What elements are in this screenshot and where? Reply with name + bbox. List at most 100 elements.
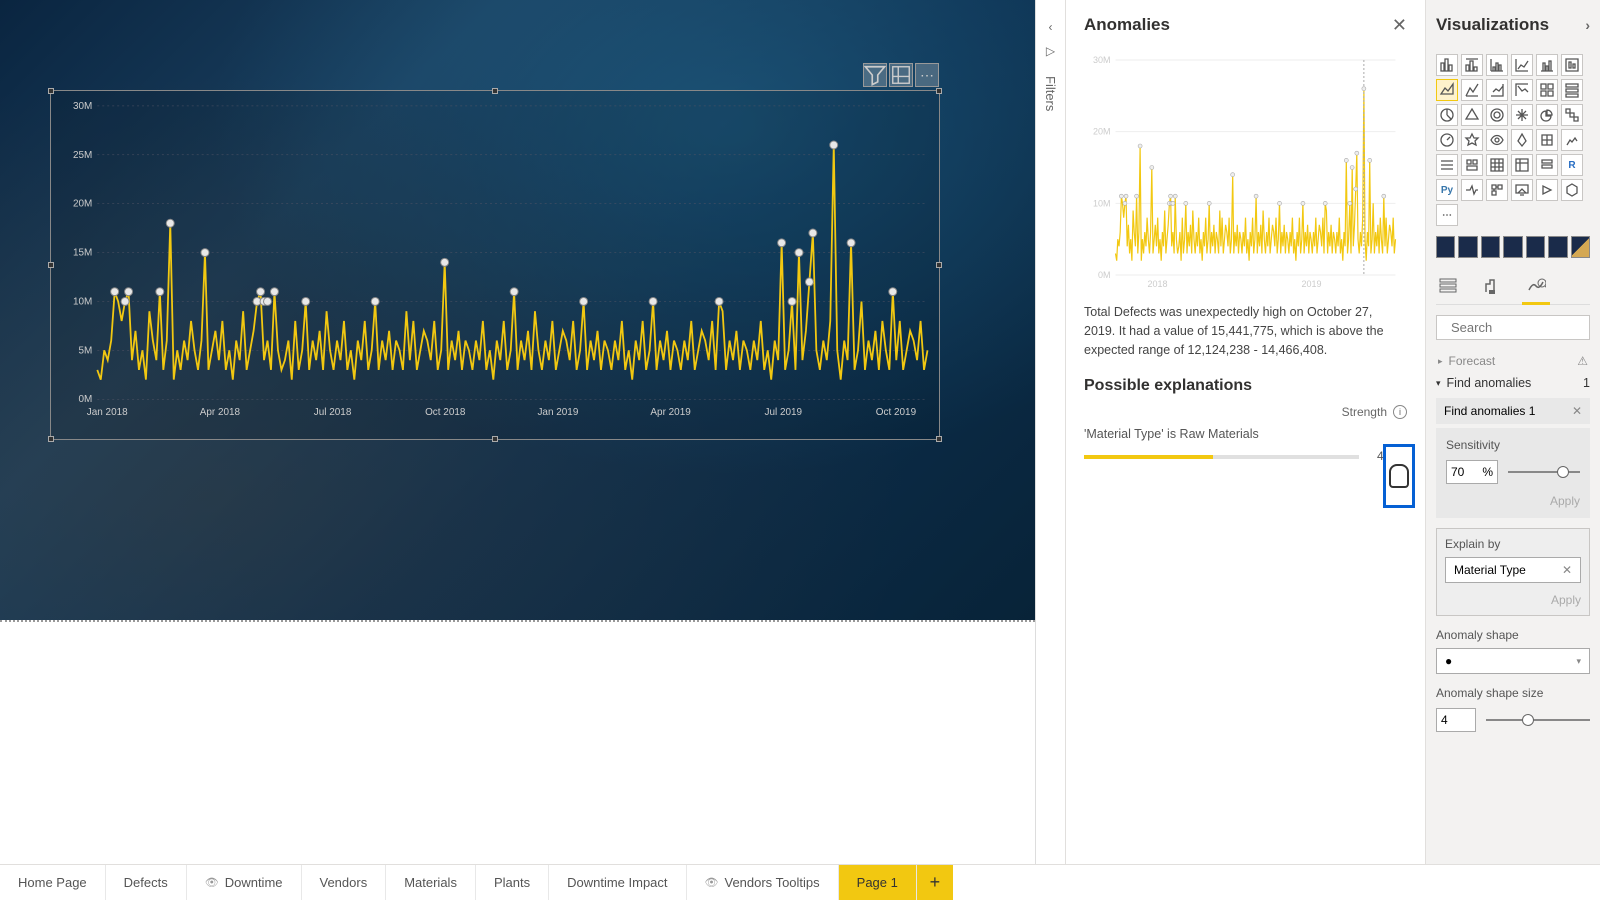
viz-type-icon[interactable] xyxy=(1436,79,1458,101)
theme-swatch[interactable] xyxy=(1548,236,1567,258)
page-tab[interactable]: 👁Vendors Tooltips xyxy=(687,865,839,900)
theme-swatch[interactable] xyxy=(1571,236,1590,258)
theme-swatch[interactable] xyxy=(1436,236,1455,258)
filter-icon[interactable] xyxy=(863,63,887,87)
hidden-icon: 👁 xyxy=(705,876,719,889)
viz-type-icon[interactable] xyxy=(1536,129,1558,151)
analytics-tab-icon[interactable] xyxy=(1524,274,1548,298)
theme-swatch[interactable] xyxy=(1503,236,1522,258)
anomaly-shape-select[interactable]: ● ▾ xyxy=(1436,648,1590,674)
viz-type-icon[interactable] xyxy=(1511,179,1533,201)
search-input[interactable] xyxy=(1436,315,1590,340)
apply-button[interactable]: Apply xyxy=(1445,593,1581,607)
viz-type-icon[interactable] xyxy=(1461,79,1483,101)
viz-type-icon[interactable] xyxy=(1561,129,1583,151)
visualizations-title: Visualizations xyxy=(1436,15,1549,35)
anomaly-description: Total Defects was unexpectedly high on O… xyxy=(1084,303,1407,359)
viz-type-icon[interactable] xyxy=(1486,54,1508,76)
viz-type-icon[interactable] xyxy=(1536,54,1558,76)
sensitivity-slider[interactable] xyxy=(1508,471,1580,473)
viz-type-icon[interactable] xyxy=(1561,104,1583,126)
viz-type-icon[interactable] xyxy=(1461,179,1483,201)
viz-type-icon[interactable] xyxy=(1511,129,1533,151)
page-tab[interactable]: Home Page xyxy=(0,865,106,900)
page-tab[interactable]: Materials xyxy=(386,865,476,900)
explanation-item[interactable]: 'Material Type' is Raw Materials xyxy=(1084,427,1407,441)
svg-text:Oct 2018: Oct 2018 xyxy=(425,407,466,418)
viz-type-icon[interactable] xyxy=(1486,129,1508,151)
forecast-section[interactable]: ▸Forecast ⚠ xyxy=(1436,350,1590,372)
anomalies-title: Anomalies xyxy=(1084,15,1170,35)
find-anomalies-item[interactable]: Find anomalies 1 ✕ xyxy=(1436,398,1590,424)
viz-type-icon[interactable] xyxy=(1511,104,1533,126)
viz-type-icon[interactable]: R xyxy=(1561,154,1583,176)
format-tab-icon[interactable] xyxy=(1480,274,1504,298)
viz-type-icon[interactable] xyxy=(1511,54,1533,76)
viz-type-icon[interactable] xyxy=(1461,154,1483,176)
svg-text:15M: 15M xyxy=(73,248,92,259)
page-tab[interactable]: Downtime Impact xyxy=(549,865,686,900)
viz-type-icon[interactable] xyxy=(1436,54,1458,76)
line-chart-visual[interactable]: ⋯ 0M5M10M15M20M25M30MJan 2018Apr 2018Jul… xyxy=(50,90,940,440)
report-canvas[interactable]: ⋯ 0M5M10M15M20M25M30MJan 2018Apr 2018Jul… xyxy=(0,0,1035,620)
warning-icon: ⚠ xyxy=(1577,354,1588,368)
info-icon[interactable]: i xyxy=(1393,405,1407,419)
page-tab[interactable]: Plants xyxy=(476,865,549,900)
viz-type-icon[interactable] xyxy=(1536,154,1558,176)
explain-by-field[interactable]: Material Type ✕ xyxy=(1445,557,1581,583)
svg-text:Jul 2018: Jul 2018 xyxy=(314,407,352,418)
viz-type-icon[interactable] xyxy=(1536,79,1558,101)
viz-type-icon[interactable] xyxy=(1486,104,1508,126)
close-icon[interactable]: ✕ xyxy=(1392,15,1407,36)
explanations-heading: Possible explanations xyxy=(1084,377,1407,395)
viz-type-icon[interactable] xyxy=(1436,129,1458,151)
page-tabs: Home PageDefects👁DowntimeVendorsMaterial… xyxy=(0,864,1600,900)
close-icon[interactable]: ✕ xyxy=(1562,563,1572,577)
theme-swatch[interactable] xyxy=(1526,236,1545,258)
viz-type-icon[interactable] xyxy=(1436,154,1458,176)
chevron-right-icon[interactable]: › xyxy=(1585,17,1590,33)
anomaly-size-slider[interactable] xyxy=(1486,719,1590,721)
add-page-button[interactable]: + xyxy=(917,865,953,900)
viz-type-icon[interactable] xyxy=(1486,154,1508,176)
page-tab[interactable]: Page 1 xyxy=(839,865,917,900)
viz-type-icon[interactable]: Py xyxy=(1436,179,1458,201)
svg-text:25M: 25M xyxy=(73,150,92,161)
find-anomalies-section[interactable]: ▾ Find anomalies 1 xyxy=(1436,372,1590,394)
page-tab[interactable]: Vendors xyxy=(302,865,387,900)
svg-text:10M: 10M xyxy=(1093,198,1111,208)
theme-swatch[interactable] xyxy=(1458,236,1477,258)
fields-tab-icon[interactable] xyxy=(1436,274,1460,298)
share-icon[interactable]: ▷ xyxy=(1046,44,1055,58)
viz-type-icon[interactable]: ⋯ xyxy=(1436,204,1458,226)
anomaly-size-label: Anomaly shape size xyxy=(1436,686,1590,700)
anomalies-mini-chart: 30M20M10M0M20182019 xyxy=(1084,50,1407,290)
viz-type-icon[interactable] xyxy=(1436,104,1458,126)
viz-type-icon[interactable] xyxy=(1511,154,1533,176)
explain-by-label: Explain by xyxy=(1445,537,1581,551)
more-icon[interactable]: ⋯ xyxy=(915,63,939,87)
chevron-left-icon[interactable]: ‹ xyxy=(1049,20,1053,34)
viz-type-icon[interactable] xyxy=(1511,79,1533,101)
focus-icon[interactable] xyxy=(889,63,913,87)
viz-type-icon[interactable] xyxy=(1486,179,1508,201)
viz-type-icon[interactable] xyxy=(1561,79,1583,101)
viz-type-icon[interactable] xyxy=(1561,179,1583,201)
viz-type-icon[interactable] xyxy=(1536,104,1558,126)
sensitivity-input[interactable]: 70% xyxy=(1446,460,1498,484)
svg-text:2018: 2018 xyxy=(1147,279,1167,289)
filters-collapsed-pane[interactable]: ‹ ▷ Filters xyxy=(1035,0,1065,864)
viz-type-icon[interactable] xyxy=(1461,129,1483,151)
viz-type-icon[interactable] xyxy=(1461,54,1483,76)
viz-type-icon[interactable] xyxy=(1536,179,1558,201)
page-tab[interactable]: Defects xyxy=(106,865,187,900)
close-icon[interactable]: ✕ xyxy=(1572,404,1582,418)
canvas-bottom xyxy=(0,620,1035,864)
viz-type-icon[interactable] xyxy=(1486,79,1508,101)
anomaly-size-input[interactable]: 4 xyxy=(1436,708,1476,732)
viz-type-icon[interactable] xyxy=(1561,54,1583,76)
theme-swatch[interactable] xyxy=(1481,236,1500,258)
apply-button[interactable]: Apply xyxy=(1446,494,1580,508)
page-tab[interactable]: 👁Downtime xyxy=(187,865,302,900)
viz-type-icon[interactable] xyxy=(1461,104,1483,126)
